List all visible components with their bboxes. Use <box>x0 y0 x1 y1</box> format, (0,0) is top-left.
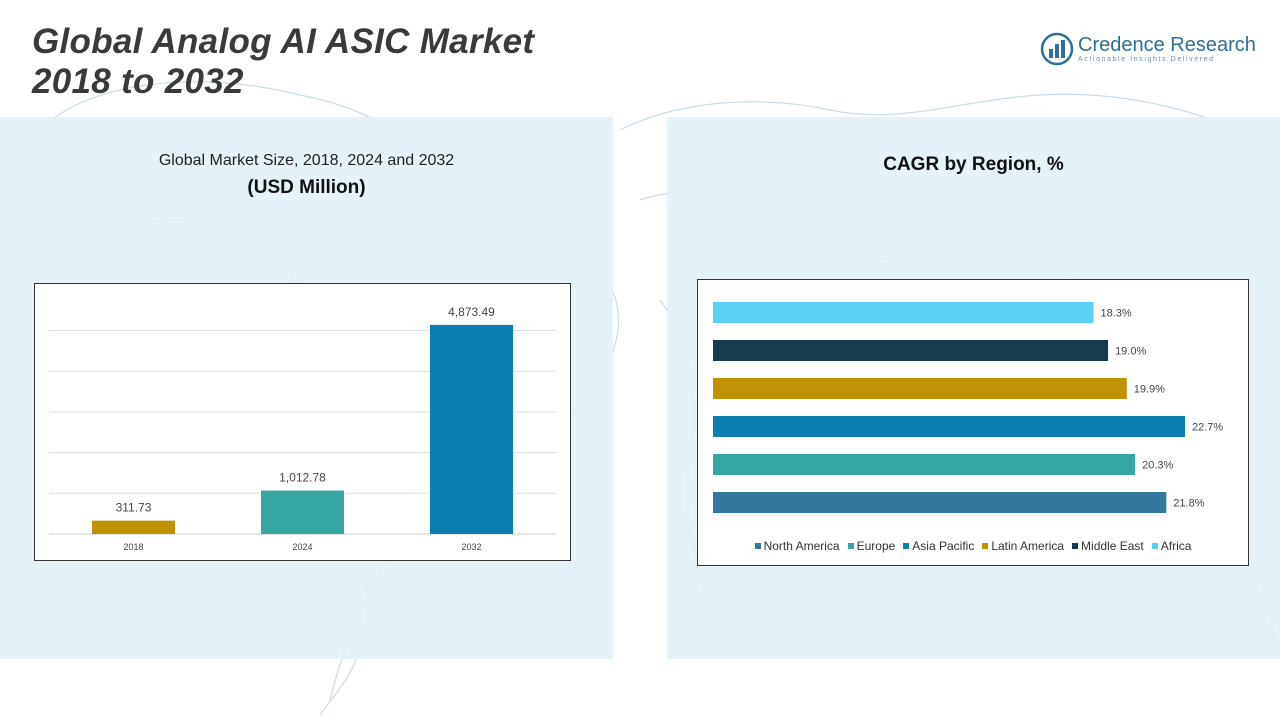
legend-item: Latin America <box>982 539 1064 553</box>
bar-europe <box>713 454 1136 475</box>
legend-swatch <box>903 543 910 549</box>
x-tick-label: 2032 <box>461 542 481 552</box>
cagr-region-chart: 18.3% 19.0% 19.9% 22.7% 20.3% 21.8% North Ame… <box>697 279 1249 566</box>
market-size-unit: (USD Million) <box>247 177 366 198</box>
bar-value-label: 311.73 <box>116 501 152 515</box>
bar-middle-east <box>713 340 1109 361</box>
market-size-subtitle: Global Market Size, 2018, 2024 and 2032 <box>158 152 455 169</box>
legend-item: North America <box>754 539 840 553</box>
legend-swatch <box>982 543 989 549</box>
legend-label: Middle East <box>1081 539 1144 553</box>
legend-swatch <box>754 543 761 549</box>
market-size-chart: 311.73 2018 1,012.78 2024 4,873.49 2032 <box>34 283 571 561</box>
bar-2018 <box>92 520 175 534</box>
bar-value-label: 18.3% <box>1101 308 1132 320</box>
market-size-bar-chart: 311.73 2018 1,012.78 2024 4,873.49 2032 <box>49 305 556 552</box>
bar-asia-pacific <box>713 416 1185 437</box>
legend-swatch <box>1151 543 1158 549</box>
legend-item: Africa <box>1151 539 1192 553</box>
page-title: Global Analog AI ASIC Market 2018 to 203… <box>32 22 534 102</box>
title-line-1: Global Analog AI ASIC Market <box>32 22 535 61</box>
bar-value-label: 20.3% <box>1142 460 1173 472</box>
legend-swatch <box>847 543 854 549</box>
logo-name: Credence Research <box>1078 34 1256 56</box>
legend-label: North America <box>763 539 840 553</box>
logo: Credence Research Actionable Insights De… <box>1040 32 1256 68</box>
legend-swatch <box>1072 543 1079 549</box>
bar-north-america <box>713 492 1167 513</box>
cagr-chart-title: CAGR by Region, % <box>883 154 1064 175</box>
bar-value-label: 19.9% <box>1134 384 1165 396</box>
legend-label: Asia Pacific <box>912 539 975 553</box>
bar-value-label: 1,012.78 <box>279 471 326 485</box>
bar-value-label: 19.0% <box>1115 346 1146 358</box>
bar-2024 <box>261 490 344 534</box>
bar-2032 <box>430 324 513 534</box>
cagr-legend: North America Europe Asia Pacific Latin Ame… <box>698 539 1248 553</box>
legend-item: Middle East <box>1072 539 1144 553</box>
legend-label: Latin America <box>991 539 1065 553</box>
bar-value-label: 4,873.49 <box>448 305 495 319</box>
legend-label: Europe <box>856 539 896 553</box>
bar-africa <box>713 302 1094 323</box>
title-line-2: 2018 to 2032 <box>32 62 244 101</box>
bar-latin-america <box>713 378 1127 399</box>
x-tick-label: 2018 <box>123 542 143 552</box>
legend-item: Europe <box>847 539 896 553</box>
x-tick-label: 2024 <box>292 542 312 552</box>
logo-tagline: Actionable Insights Delivered <box>1078 56 1215 63</box>
bar-value-label: 21.8% <box>1173 498 1204 510</box>
legend-label: Africa <box>1160 539 1192 553</box>
bar-value-label: 22.7% <box>1192 422 1223 434</box>
cagr-region-bar-chart: 18.3% 19.0% 19.9% 22.7% 20.3% 21.8% <box>713 302 1223 513</box>
bar-chart-logo-icon <box>1040 32 1074 66</box>
legend-item: Asia Pacific <box>903 539 974 553</box>
